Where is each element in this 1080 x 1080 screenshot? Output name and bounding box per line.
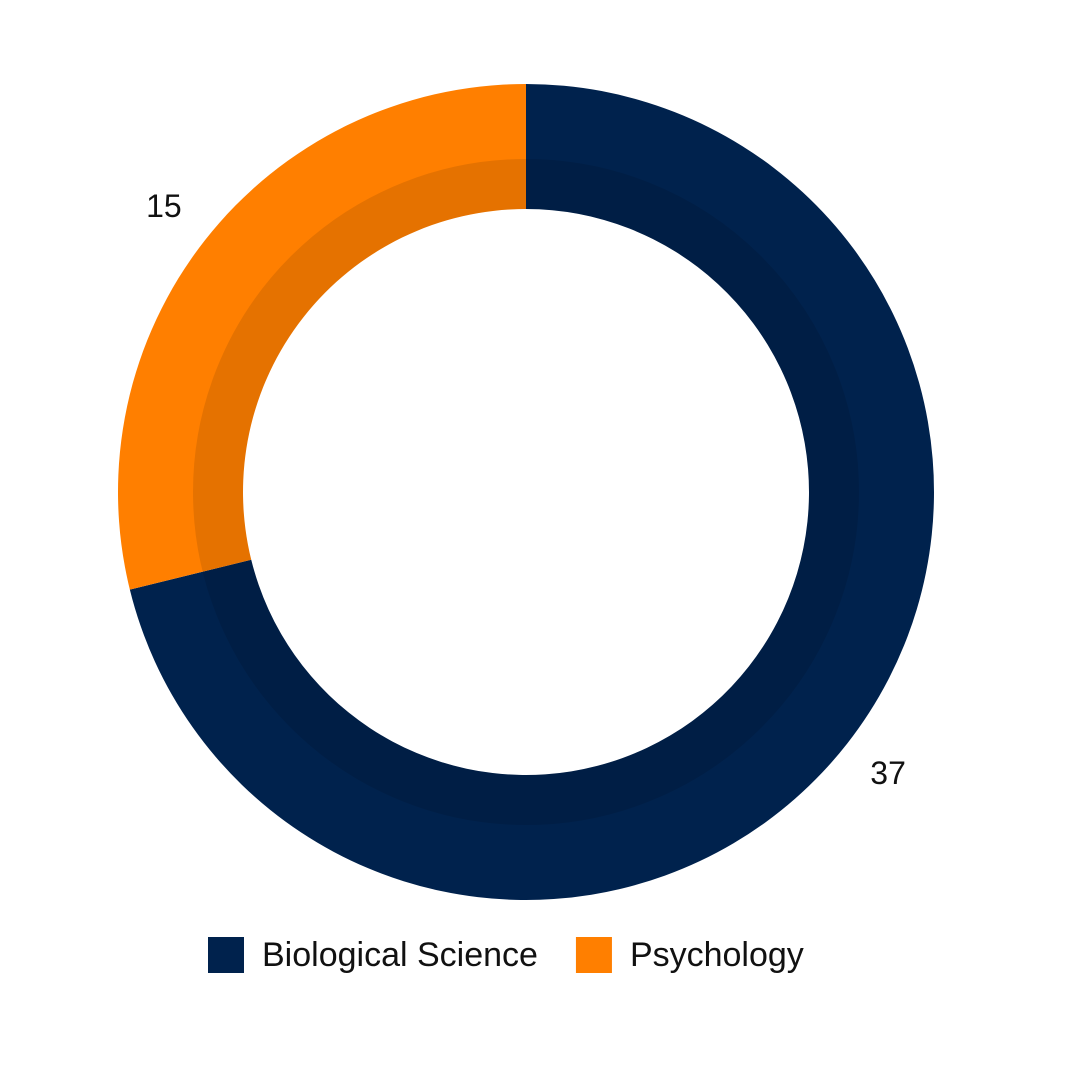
legend-label: Biological Science [262, 936, 538, 974]
legend-swatch [575, 937, 612, 973]
donut-segment [117, 84, 526, 590]
data-label: 15 [146, 188, 182, 224]
legend-label: Psychology [630, 936, 804, 974]
data-label: 37 [870, 755, 906, 791]
legend-swatch [208, 937, 244, 973]
donut-segment [129, 84, 935, 900]
inner-shade [193, 159, 859, 825]
